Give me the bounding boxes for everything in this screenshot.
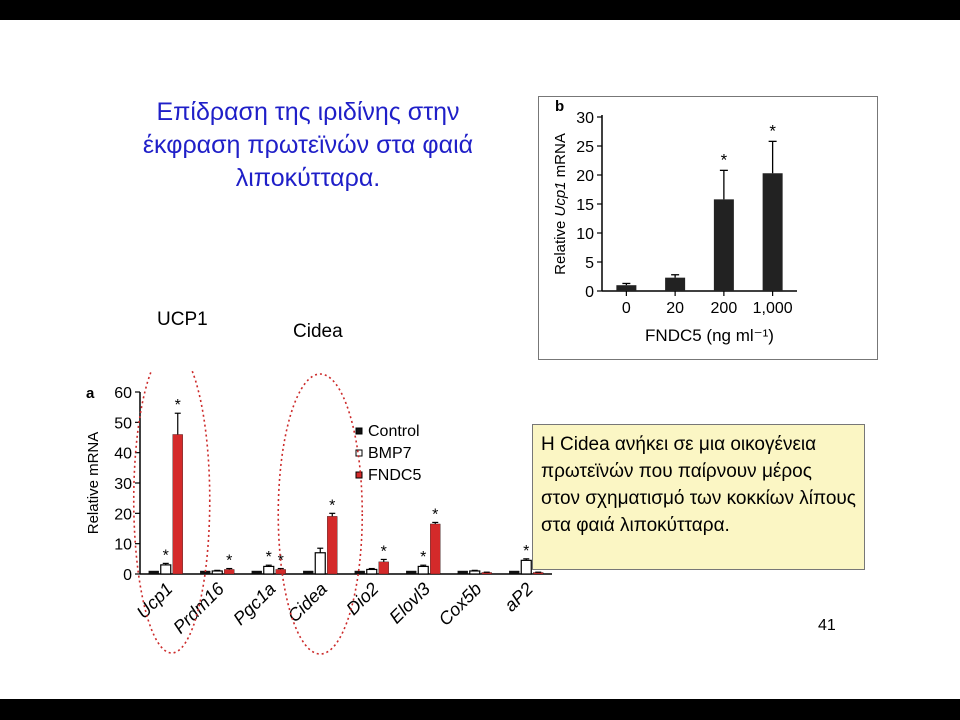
- chart-a-y-tick-label: 20: [114, 506, 132, 523]
- chart-b-bar: [762, 173, 783, 291]
- legend-swatch-bmp7: [355, 449, 363, 457]
- chart-b-y-tick-label: 0: [585, 284, 594, 301]
- legend-swatch-fndc5: [355, 471, 363, 479]
- chart-a-significance-star: *: [329, 497, 335, 514]
- chart-a-bar-bmp7: [314, 552, 326, 575]
- chart-a-bar-bmp7: [160, 564, 172, 575]
- chart-a-significance-star: *: [278, 553, 284, 570]
- chart-a-y-tick-label: 0: [123, 567, 132, 584]
- legend-label-fndc5: FNDC5: [368, 467, 421, 484]
- slide-title: Επίδραση της ιριδίνης στην έκφραση πρωτε…: [142, 98, 474, 192]
- chart-a-x-tick-label: Prdm16: [169, 578, 228, 637]
- chart-b-x-tick-label: 0: [622, 300, 631, 317]
- chart-a-x-tick-label: Dio2: [342, 579, 382, 619]
- note-box: Η Cidea ανήκει σε μια οικογένεια πρωτεϊν…: [532, 424, 865, 570]
- chart-a-significance-star: *: [175, 397, 181, 414]
- chart-b-y-label-part: Relative: [552, 217, 569, 275]
- chart-a-significance-star: *: [266, 549, 272, 566]
- chart-b-y-label: Relative Ucp1 mRNA: [552, 133, 569, 275]
- chart-a-bar-bmp7: [417, 565, 429, 575]
- chart-a-bar-control: [251, 570, 262, 575]
- chart-a-y-tick-label: 60: [114, 385, 132, 402]
- chart-b-significance-star: *: [769, 121, 776, 140]
- chart-a-bar-bmp7: [520, 559, 532, 575]
- chart-a-significance-star: *: [381, 543, 387, 560]
- chart-b-x-label: FNDC5 (ng ml⁻¹): [645, 326, 774, 345]
- chart-a-bar-control: [406, 570, 417, 575]
- chart-a-bar-fndc5: [378, 561, 389, 575]
- label-cidea: Cidea: [293, 321, 343, 342]
- legend-label-bmp7: BMP7: [368, 445, 412, 462]
- chart-a-significance-star: *: [432, 506, 438, 523]
- chart-a-bar-control: [457, 570, 468, 575]
- chart-a-significance-star: *: [420, 549, 426, 566]
- chart-a-significance-star: *: [226, 553, 232, 570]
- chart-a-bar-control: [303, 570, 314, 575]
- chart-a-x-tick-label: Elovl3: [385, 579, 434, 628]
- chart-a-x-tick-label: Cidea: [284, 579, 331, 626]
- panel-a-letter: a: [86, 385, 95, 402]
- bottom-black-bar: [0, 699, 960, 720]
- chart-b-y-tick-label: 30: [576, 110, 594, 127]
- chart-b-y-tick-label: 10: [576, 226, 594, 243]
- ucp1-highlight-ellipse: [132, 370, 211, 654]
- page-number: 41: [818, 617, 836, 634]
- chart-a-x-tick-label: Ucp1: [133, 579, 177, 623]
- chart-b-bar: [713, 199, 734, 291]
- chart-a-bar-fndc5: [430, 523, 441, 575]
- chart-b-y-label-part: mRNA: [552, 133, 569, 181]
- chart-a-bar-control: [354, 570, 365, 575]
- chart-b-y-tick-label: 5: [585, 255, 594, 272]
- chart-a-bar-bmp7: [366, 568, 378, 575]
- chart-a-bar-fndc5: [172, 434, 183, 575]
- chart-a-significance-star: *: [163, 547, 169, 564]
- chart-b-significance-star: *: [721, 150, 728, 169]
- legend-label-control: Control: [368, 423, 420, 440]
- legend-swatch-control: [355, 427, 363, 435]
- chart-b: b 0 5 10 15 20 25 30 Relative Ucp1 mRNA 0 20 * 200 * 1…: [552, 98, 797, 345]
- cidea-highlight-ellipse: [277, 373, 364, 655]
- chart-a-significance-star: *: [523, 543, 529, 560]
- chart-a-bar-control: [148, 570, 159, 575]
- chart-a-bar-bmp7: [211, 570, 223, 575]
- chart-b-y-label-part: Ucp1: [552, 181, 569, 216]
- panel-b-letter: b: [555, 98, 564, 115]
- chart-a-bar-fndc5: [275, 569, 286, 575]
- chart-b-bar: [616, 285, 637, 291]
- chart-b-bar: [665, 277, 686, 291]
- chart-a-bar-control: [509, 570, 520, 575]
- chart-a-x-tick-label: Pgc1a: [229, 579, 279, 629]
- label-ucp1: UCP1: [157, 309, 208, 330]
- chart-a-bar-fndc5: [224, 569, 235, 575]
- chart-a-x-tick-label: Cox5b: [435, 579, 486, 630]
- chart-b-y-tick-label: 25: [576, 139, 594, 156]
- chart-a-y-tick-label: 30: [114, 476, 132, 493]
- chart-a-bar-fndc5: [327, 516, 338, 575]
- chart-b-x-tick-label: 1,000: [753, 300, 793, 317]
- chart-a-y-label: Relative mRNA: [85, 432, 102, 535]
- chart-a-y-tick-label: 10: [114, 537, 132, 554]
- chart-a-y-tick-label: 50: [114, 415, 132, 432]
- chart-a-bar-bmp7: [469, 570, 481, 575]
- chart-b-y-tick-label: 20: [576, 168, 594, 185]
- chart-a-y-tick-label: 40: [114, 446, 132, 463]
- chart-b-x-tick-label: 20: [666, 300, 684, 317]
- top-black-bar: [0, 0, 960, 20]
- chart-a-x-tick-label: aP2: [500, 579, 537, 616]
- chart-a-bar-bmp7: [263, 565, 275, 575]
- chart-b-y-tick-label: 15: [576, 197, 594, 214]
- chart-b-x-tick-label: 200: [711, 300, 738, 317]
- chart-b-frame: b 0 5 10 15 20 25 30 Relative Ucp1 mRNA 0 20 * 200 * 1…: [538, 96, 878, 360]
